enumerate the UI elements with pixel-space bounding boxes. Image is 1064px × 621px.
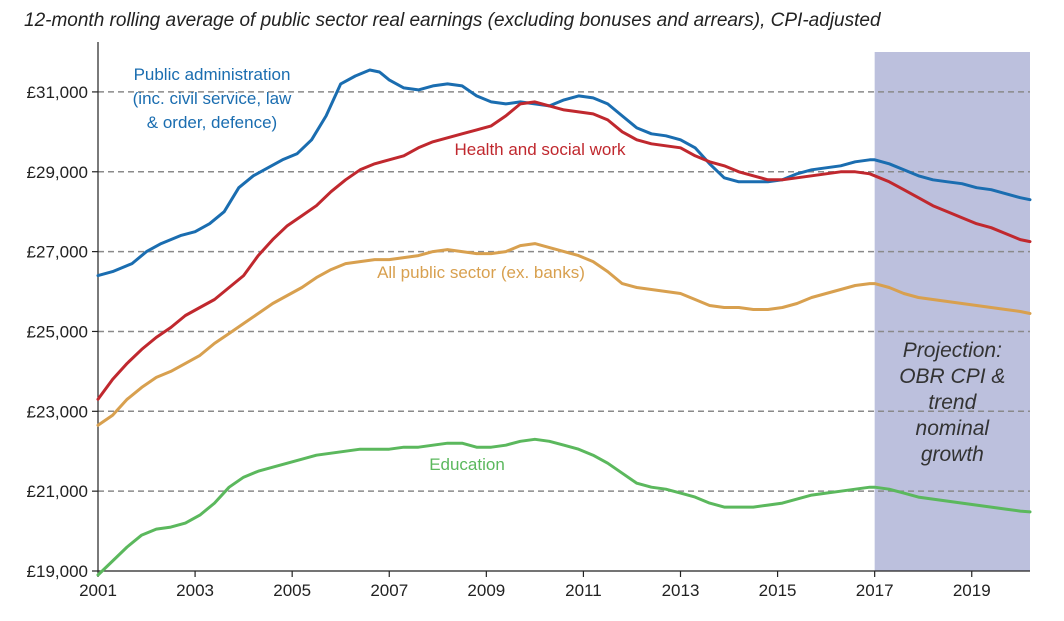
x-tick-label: 2005: [273, 581, 311, 600]
y-tick-label: £29,000: [27, 163, 88, 182]
projection-region: Projection: OBR CPI & trend nominal growth: [874, 52, 1030, 571]
projection-shade: [874, 52, 1030, 571]
y-tick-label: £27,000: [27, 243, 88, 262]
x-tick-label: 2011: [565, 581, 602, 600]
series-label-line: Public administration: [134, 65, 291, 84]
y-tick-label: £21,000: [27, 482, 88, 501]
y-tick-label: £25,000: [27, 322, 88, 341]
axes: £19,000 £21,000 £23,000 £25,000 £27,000 £29,0…: [27, 42, 1030, 600]
series-label-1: Health and social work: [454, 140, 626, 159]
series-label-3: Education: [429, 455, 505, 474]
projection-label-line: Projection:: [903, 339, 1002, 362]
projection-label-line: growth: [921, 443, 984, 466]
projection-label-line: trend: [928, 391, 977, 414]
x-tick-label: 2015: [759, 581, 797, 600]
series-lines: [96, 68, 1032, 577]
series-label-line: All public sector (ex. banks): [377, 263, 585, 282]
chart-title: 12-month rolling average of public secto…: [24, 10, 882, 31]
projection-label: Projection: OBR CPI & trend nominal growth: [899, 339, 1005, 466]
x-tick-label: 2003: [176, 581, 214, 600]
projection-label-line: nominal: [916, 417, 991, 440]
x-tick-label: 2013: [662, 581, 700, 600]
x-tick-label: 2009: [467, 581, 505, 600]
series-label-line: Education: [429, 455, 505, 474]
series-label-line: & order, defence): [147, 113, 277, 132]
y-tick-label: £31,000: [27, 83, 88, 102]
series-line-2: [96, 242, 1032, 427]
x-tick-label: 2017: [856, 581, 894, 600]
x-tick-label: 2019: [953, 581, 991, 600]
projection-label-line: OBR CPI &: [899, 365, 1005, 388]
gridlines: [98, 91, 1030, 492]
series-line-1: [96, 100, 1032, 401]
series-line-0: [96, 68, 1032, 278]
y-tick-label: £19,000: [27, 562, 88, 581]
series-line-3: [96, 437, 1032, 577]
x-tick-label: 2007: [370, 581, 408, 600]
series-label-line: Health and social work: [454, 140, 626, 159]
series-label-line: (inc. civil service, law: [133, 89, 292, 108]
x-tick-label: 2001: [79, 581, 117, 600]
series-label-2: All public sector (ex. banks): [377, 263, 585, 282]
series-labels: Public administration (inc. civil service…: [133, 65, 626, 474]
series-label-0: Public administration (inc. civil service…: [133, 65, 292, 132]
y-tick-label: £23,000: [27, 402, 88, 421]
